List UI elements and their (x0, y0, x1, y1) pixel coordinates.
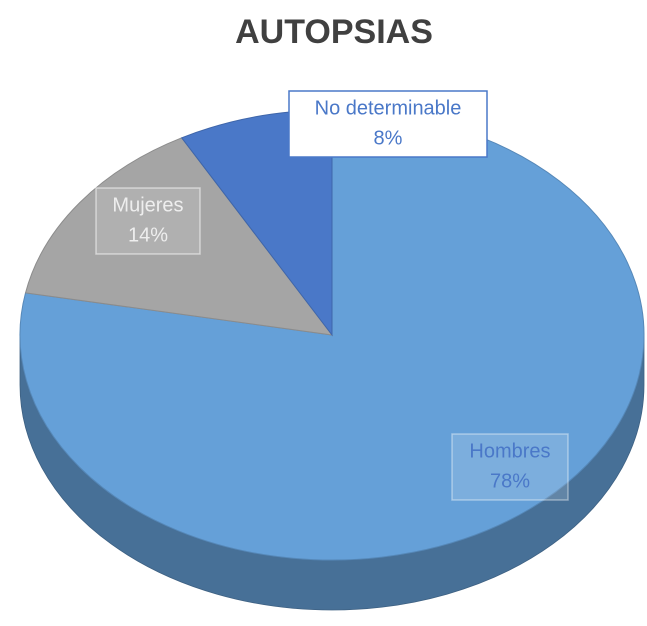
data-label-value: 14% (128, 224, 168, 246)
data-label-box (451, 433, 569, 501)
pie-slice (19, 109, 645, 561)
data-label-box (95, 187, 201, 255)
data-label-value: 8% (374, 127, 403, 149)
data-label-name: Hombres (469, 440, 550, 462)
chart-title: AUTOPSIAS (235, 13, 433, 51)
data-label-name: Mujeres (112, 194, 183, 216)
data-label-name: No determinable (315, 97, 462, 119)
pie-slice (24, 137, 334, 336)
data-label-value: 78% (490, 470, 530, 492)
data-label-box (288, 90, 488, 158)
